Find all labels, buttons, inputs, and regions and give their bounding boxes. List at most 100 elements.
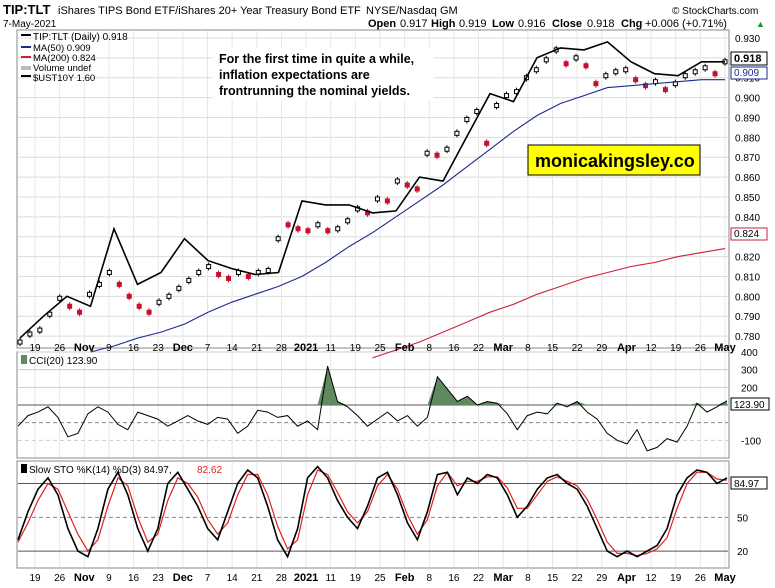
x-tick-bottom: Dec xyxy=(173,572,193,584)
price-candle xyxy=(27,330,33,339)
price-candle xyxy=(623,65,629,74)
price-candle xyxy=(374,194,380,203)
price-candle xyxy=(712,69,718,78)
price-candle xyxy=(533,65,539,74)
stoch-y-tick: 20 xyxy=(737,547,749,558)
legend-main: TIP:TLT (Daily) 0.918 xyxy=(33,32,128,43)
x-tick-mid: 8 xyxy=(427,343,433,354)
x-tick-mid: 8 xyxy=(525,343,531,354)
annotation-bg xyxy=(212,47,434,101)
x-tick-mid: 21 xyxy=(251,343,263,354)
price-panel xyxy=(16,29,730,349)
x-tick-mid: Mar xyxy=(493,342,513,354)
price-candle xyxy=(414,185,420,193)
stoch-k-label: Slow STO %K(14) %D(3) 84.97, xyxy=(29,465,172,476)
close-label: Close xyxy=(552,18,582,30)
x-tick-mid: 19 xyxy=(350,343,362,354)
price-y-tick: 0.930 xyxy=(735,34,760,45)
price-candle xyxy=(17,338,23,347)
price-candle xyxy=(285,220,291,229)
x-tick-bottom: 25 xyxy=(374,573,386,584)
x-tick-mid: Dec xyxy=(173,342,193,354)
legend-ust-swatch xyxy=(21,75,31,77)
price-candle xyxy=(126,292,132,301)
x-tick-mid: 26 xyxy=(695,343,707,354)
cci-legend: CCI(20) 123.90 xyxy=(21,355,98,367)
source-credit: © StockCharts.com xyxy=(672,6,758,17)
x-tick-bottom: Feb xyxy=(395,572,415,584)
x-tick-bottom: 15 xyxy=(547,573,559,584)
watermark: monicakingsley.co xyxy=(527,144,701,176)
price-candle xyxy=(196,268,202,277)
x-tick-mid: 29 xyxy=(596,343,608,354)
price-candle xyxy=(583,61,589,70)
price-candle xyxy=(106,268,112,277)
annotation-line2: inflation expectations are xyxy=(219,68,370,82)
symbol: TIP:TLT xyxy=(3,2,50,17)
close-value: 0.918 xyxy=(587,18,615,30)
x-tick-mid: 22 xyxy=(473,343,485,354)
x-tick-mid: 7 xyxy=(205,343,211,354)
legend-ma200-swatch xyxy=(21,56,31,58)
price-candle xyxy=(345,216,351,225)
price-candle xyxy=(404,181,410,190)
price-candle xyxy=(504,91,510,100)
x-tick-bottom: Nov xyxy=(74,572,96,584)
cci-y-tick: 200 xyxy=(741,383,758,394)
x-tick-bottom: 22 xyxy=(572,573,584,584)
stoch-y-axis: 805020 xyxy=(737,480,749,559)
x-tick-bottom: May xyxy=(714,572,736,584)
x-tick-mid: 26 xyxy=(54,343,66,354)
cci-y-tick: 300 xyxy=(741,366,758,377)
price-candle xyxy=(87,290,93,299)
x-axis-middle: 19 26 Nov 9 16 23 Dec 7 14 21 28 2021 11 19 25 Feb 8 16 22… xyxy=(29,342,736,354)
price-last-tags: 0.918 0.909 0.824 xyxy=(730,51,768,241)
stoch-last-value: 84.97 xyxy=(734,479,759,490)
price-candle xyxy=(652,77,658,86)
x-tick-mid: 22 xyxy=(572,343,584,354)
price-candle xyxy=(394,177,400,186)
price-legend: TIP:TLT (Daily) 0.918 MA(50) 0.909 MA(20… xyxy=(21,32,128,84)
stoch-legend-swatch xyxy=(21,464,27,473)
price-candle xyxy=(116,280,122,289)
x-tick-bottom: 14 xyxy=(227,573,239,584)
price-candle xyxy=(484,139,490,148)
stoch-grid xyxy=(18,483,728,552)
price-y-tick: 0.790 xyxy=(735,312,760,323)
cci-overbought-fill xyxy=(18,366,727,405)
cci-last-value: 123.90 xyxy=(734,400,765,411)
x-tick-mid: 14 xyxy=(227,343,239,354)
stoch-k-line xyxy=(17,465,728,559)
date: 7-May-2021 xyxy=(3,19,57,30)
x-tick-bottom: 26 xyxy=(54,573,66,584)
open-value: 0.917 xyxy=(400,18,428,30)
price-candle xyxy=(166,292,172,301)
price-candle xyxy=(494,101,500,110)
price-candle xyxy=(454,129,460,138)
legend-ma200: MA(200) 0.824 xyxy=(33,53,96,64)
price-candle xyxy=(335,224,341,233)
price-candle xyxy=(176,284,182,293)
chg-up-arrow-icon: ▲ xyxy=(756,19,765,29)
price-candle xyxy=(384,196,390,205)
ma50-line xyxy=(90,79,725,353)
price-candle xyxy=(474,107,480,116)
stoch-legend: Slow STO %K(14) %D(3) 84.97, 82.62 xyxy=(21,464,222,476)
x-tick-mid: 15 xyxy=(547,343,559,354)
price-candle xyxy=(67,302,73,311)
price-candle xyxy=(563,59,569,68)
price-candle xyxy=(295,224,301,233)
x-tick-mid: 11 xyxy=(326,343,337,354)
x-tick-mid: Apr xyxy=(617,342,637,354)
price-candle xyxy=(444,145,450,154)
cci-y-tick: 400 xyxy=(741,348,758,359)
price-candle xyxy=(434,151,440,160)
last-ma200-tag: 0.824 xyxy=(734,229,759,240)
stoch-last-tag-bg xyxy=(730,476,768,490)
open-label: Open xyxy=(368,18,396,30)
x-tick-bottom: 16 xyxy=(448,573,460,584)
x-tick-bottom: 21 xyxy=(251,573,263,584)
price-candle xyxy=(573,53,579,62)
x-tick-mid: 19 xyxy=(670,343,682,354)
